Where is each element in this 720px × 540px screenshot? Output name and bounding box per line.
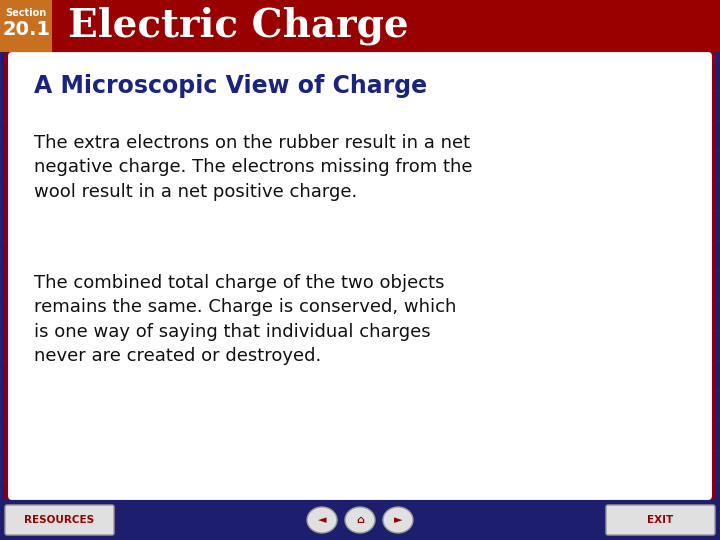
Bar: [52, 0, 720, 52]
Text: A Microscopic View of Charge: A Microscopic View of Charge: [34, 74, 427, 98]
Text: ⌂: ⌂: [356, 515, 364, 525]
FancyBboxPatch shape: [5, 505, 114, 535]
FancyBboxPatch shape: [606, 505, 715, 535]
Ellipse shape: [383, 507, 413, 533]
Text: ◄: ◄: [318, 515, 326, 525]
Bar: [0, 500, 720, 540]
Text: The combined total charge of the two objects
remains the same. Charge is conserv: The combined total charge of the two obj…: [34, 274, 456, 365]
Text: The extra electrons on the rubber result in a net
negative charge. The electrons: The extra electrons on the rubber result…: [34, 134, 472, 200]
Ellipse shape: [345, 507, 375, 533]
Bar: [0, 0, 52, 52]
Text: Electric Charge: Electric Charge: [68, 6, 409, 45]
Ellipse shape: [307, 507, 337, 533]
Text: RESOURCES: RESOURCES: [24, 515, 94, 525]
Text: EXIT: EXIT: [647, 515, 673, 525]
Text: 20.1: 20.1: [2, 20, 50, 39]
FancyBboxPatch shape: [6, 50, 714, 502]
Text: ►: ►: [394, 515, 402, 525]
Text: Section: Section: [5, 8, 47, 18]
